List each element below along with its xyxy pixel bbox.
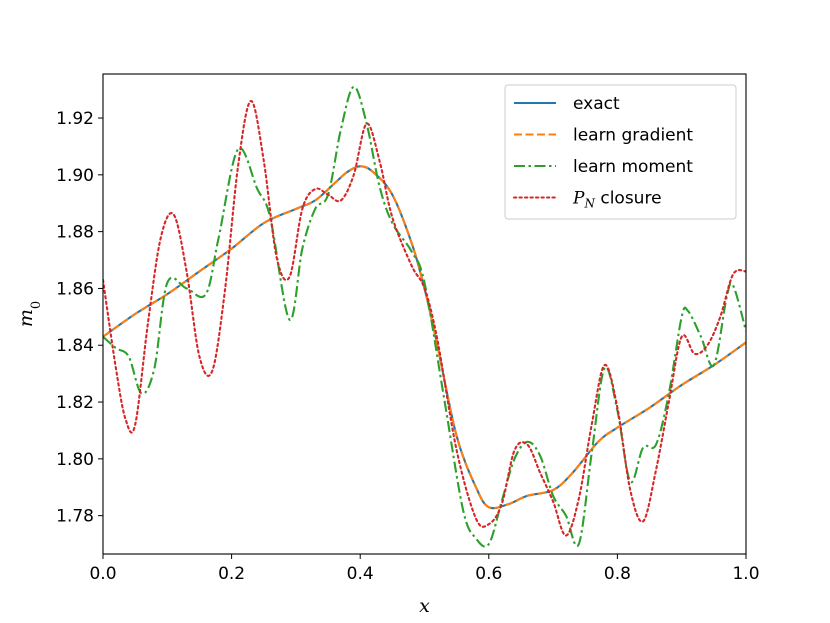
x-tick-label: 1.0 (732, 564, 759, 584)
y-tick-label: 1.92 (56, 109, 94, 129)
x-axis-ticks: 0.0 0.2 0.4 0.6 0.8 1.0 (89, 554, 760, 584)
legend-box (504, 84, 737, 220)
y-axis-label: m0 (15, 301, 44, 327)
y-tick-label: 1.78 (56, 507, 94, 527)
legend-entries: exact learn gradient learn moment PN closur… (512, 94, 693, 211)
x-tick-label: 0.6 (475, 564, 502, 584)
legend: exact learn gradient learn moment PN closur… (504, 84, 737, 220)
legend-label: PN closure (572, 189, 662, 211)
y-tick-label: 1.84 (56, 336, 94, 356)
series-line-3 (103, 85, 746, 548)
series-line-4 (103, 99, 746, 537)
x-axis-label: x (419, 595, 430, 617)
y-axis-label-subscript: 0 (29, 301, 44, 309)
series-layer (103, 85, 746, 548)
plot-frame (102, 73, 747, 555)
y-axis-ticks: 1.78 1.80 1.82 1.84 1.86 1.88 1.90 1.92 (56, 109, 103, 527)
y-tick-label: 1.86 (56, 279, 94, 299)
x-tick-label: 0.0 (89, 564, 116, 584)
y-tick-label: 1.82 (56, 393, 94, 413)
x-tick-label: 0.2 (218, 564, 245, 584)
x-tick-label: 0.4 (347, 564, 374, 584)
y-tick-label: 1.80 (56, 450, 94, 470)
x-tick-label: 0.8 (604, 564, 631, 584)
legend-label: learn gradient (573, 126, 693, 146)
legend-label: exact (573, 94, 620, 114)
legend-label: learn moment (573, 157, 693, 177)
y-tick-label: 1.88 (56, 223, 94, 243)
y-tick-label: 1.90 (56, 166, 94, 186)
